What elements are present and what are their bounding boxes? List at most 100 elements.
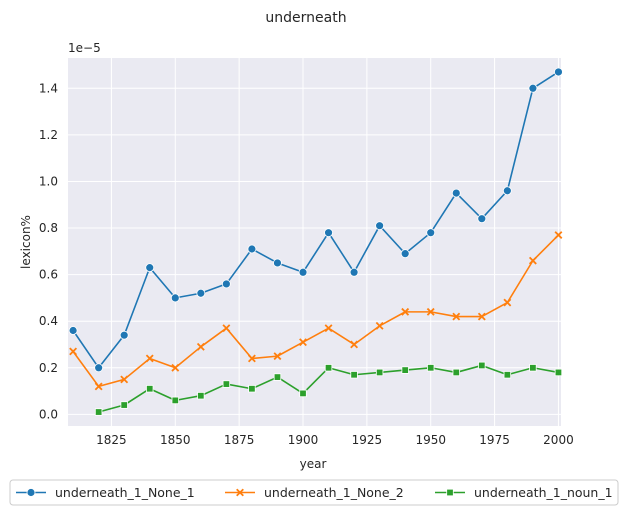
tick-labels: 1825 1850 1875 1900 1925 1950 1975 2000 0.0 0.2 0.… [39,81,574,447]
data-point [401,307,410,316]
y-tick-label: 1.2 [39,128,58,142]
legend-marker [26,488,36,497]
data-point [222,324,231,333]
series-3 [94,361,563,416]
data-point [273,258,282,268]
y-tick-label: 0.8 [39,221,58,235]
series-line [72,71,559,369]
legend-marker [446,488,454,497]
legend-entry-2: underneath_1_None_2 [225,485,404,500]
data-point [451,188,461,198]
data-point [94,408,103,416]
data-point [477,312,486,321]
data-point [400,249,410,259]
legend-entry-3: underneath_1_noun_1 [435,485,613,500]
data-point [502,186,512,196]
data-point [401,366,409,374]
legend-label: underneath_1_noun_1 [474,485,613,500]
data-point [94,363,104,373]
data-point [426,307,435,316]
data-point [299,338,307,347]
x-tick-label: 2000 [543,433,574,447]
legend-frame [9,479,619,506]
legend-marker [236,488,244,497]
x-tick-label: 1825 [96,433,127,447]
series-1 [68,67,563,373]
data-point [247,354,256,363]
data-point [273,373,282,381]
data-point [503,371,512,379]
legend: underneath_1_None_1 underneath_1_None_2 un… [9,479,619,506]
data-point [375,221,385,231]
y-tick-label: 1.4 [39,81,58,95]
data-point [68,326,78,335]
data-point [94,382,103,391]
data-point [324,364,333,372]
legend-label: underneath_1_None_2 [264,485,404,500]
x-tick-label: 1950 [415,433,446,447]
x-tick-label: 1900 [288,433,319,447]
legend-entry-1: underneath_1_None_1 [16,485,195,500]
data-point [196,288,206,298]
data-point [120,375,129,384]
series-2 [69,231,563,391]
y-axis-label: lexicon% [19,215,33,269]
data-point [197,392,205,400]
data-point [477,214,487,224]
data-point [299,389,307,398]
data-point [196,342,205,351]
data-point [247,244,257,254]
data-point [146,385,154,393]
data-point [222,380,231,388]
data-point [350,340,359,349]
data-point [69,347,78,356]
data-point [528,83,538,93]
data-point [298,267,308,277]
y-tick-label: 0.6 [39,268,58,282]
data-point [248,385,256,393]
data-point [145,263,155,273]
series-layer [68,67,563,416]
data-point [452,368,460,377]
data-point [375,321,384,330]
y-tick-label: 0.0 [39,407,58,421]
data-point [375,368,384,377]
chart-title: underneath [265,10,346,26]
y-tick-label: 0.2 [39,361,58,375]
x-tick-label: 1875 [224,433,255,447]
data-point [171,363,180,372]
data-point [350,371,358,379]
x-axis-label: year [300,457,327,471]
y-tick-label: 1.0 [39,174,58,188]
data-point [503,298,512,307]
data-point [120,401,128,409]
data-point [170,293,180,303]
data-point [529,364,537,372]
data-point [324,324,333,333]
plot-area [68,58,561,426]
data-point [528,256,537,265]
y-offset-label: 1e−5 [68,41,101,55]
data-point [478,361,486,370]
data-point [171,396,179,405]
data-point [145,354,154,363]
data-point [554,368,563,377]
data-point [324,228,333,238]
data-point [554,67,563,77]
data-point [273,352,282,361]
legend-entries: underneath_1_None_1 underneath_1_None_2 un… [16,485,613,500]
data-point [119,330,129,340]
legend-label: underneath_1_None_1 [55,485,195,500]
data-point [554,231,563,239]
data-point [349,267,359,277]
data-point [426,228,436,238]
data-point [452,312,461,321]
data-point [221,279,231,289]
series-line [72,234,560,388]
data-point [427,364,435,372]
x-tick-label: 1925 [352,433,383,447]
y-tick-label: 0.4 [39,314,58,328]
x-tick-label: 1850 [160,433,191,447]
x-tick-label: 1975 [479,433,510,447]
